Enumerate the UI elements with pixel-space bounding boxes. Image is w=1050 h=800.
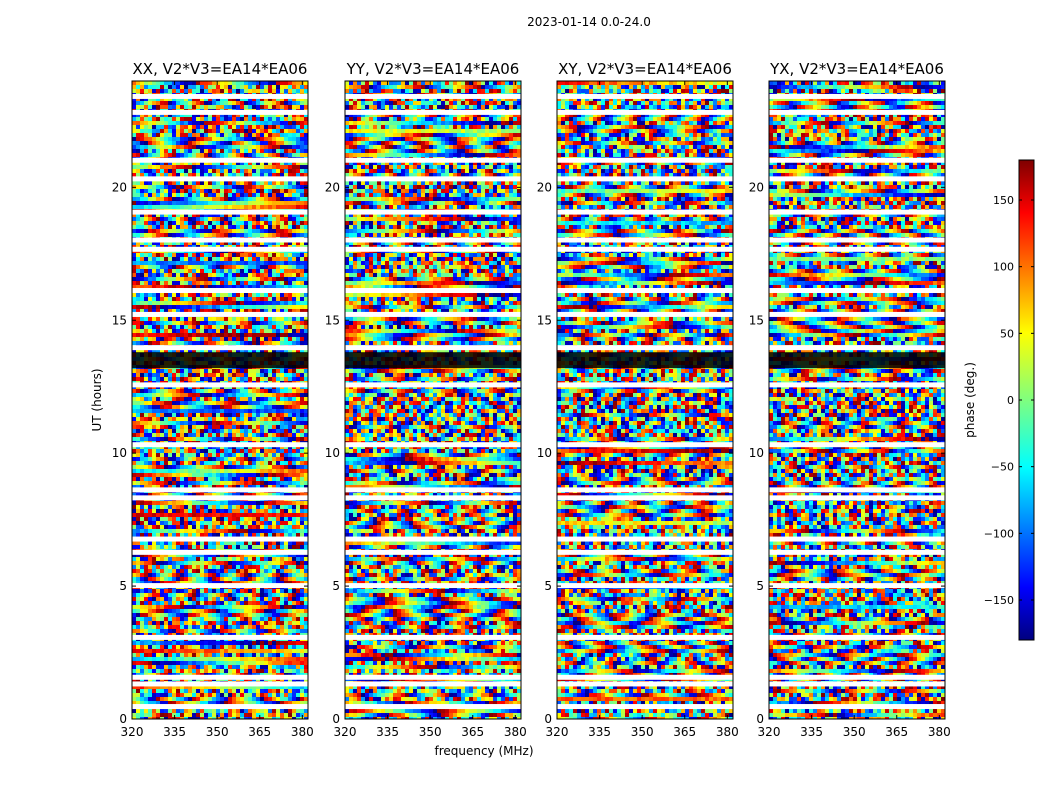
panel-title: XX, V2*V3=EA14*EA06	[133, 60, 308, 78]
x-tick-label: 320	[758, 725, 781, 739]
panel-title: YX, V2*V3=EA14*EA06	[769, 60, 944, 78]
phase-heatmap	[132, 81, 308, 719]
x-tick-label: 365	[885, 725, 908, 739]
x-tick-label: 335	[588, 725, 611, 739]
x-tick-label: 350	[631, 725, 654, 739]
x-tick-label: 380	[291, 725, 314, 739]
x-axis-label: frequency (MHz)	[434, 744, 533, 758]
y-tick-label: 0	[544, 712, 552, 726]
panel-title: XY, V2*V3=EA14*EA06	[558, 60, 732, 78]
x-tick-label: 320	[121, 725, 144, 739]
colorbar-tick-label: 50	[1000, 327, 1014, 340]
figure-title: 2023-01-14 0.0-24.0	[527, 15, 651, 29]
x-tick-label: 380	[716, 725, 739, 739]
y-axis-label: UT (hours)	[90, 368, 104, 431]
colorbar-label: phase (deg.)	[963, 362, 977, 438]
y-tick-label: 5	[544, 579, 552, 593]
y-tick-label: 5	[332, 579, 340, 593]
y-tick-label: 0	[119, 712, 127, 726]
panel-frame	[556, 80, 734, 720]
colorbar: phase (deg.) −150 −100 −50 0 50 100 150	[963, 159, 1035, 641]
y-tick-label: 15	[112, 313, 127, 327]
y-tick-label: 10	[749, 446, 764, 460]
y-tick-label: 20	[112, 180, 127, 194]
y-tick-label: 15	[325, 313, 340, 327]
panel-xx: XX, V2*V3=EA14*EA06 320 335 350 365 380 0 5 10 15…	[112, 60, 314, 739]
panel-yy: YY, V2*V3=EA14*EA06 320 335 350 365 380 0 5 10 15…	[325, 60, 527, 739]
panel-frame	[768, 80, 946, 720]
colorbar-tick-label: 150	[993, 194, 1014, 207]
y-tick-label: 0	[332, 712, 340, 726]
x-tick-label: 350	[419, 725, 442, 739]
x-tick-label: 350	[206, 725, 229, 739]
x-tick-label: 380	[504, 725, 527, 739]
phase-heatmap	[769, 81, 945, 719]
panel-xy: XY, V2*V3=EA14*EA06 320 335 350 365 380 0 5 10 15…	[537, 60, 739, 739]
y-tick-label: 15	[537, 313, 552, 327]
phase-heatmap	[345, 81, 521, 719]
x-tick-label: 335	[163, 725, 186, 739]
x-tick-label: 365	[673, 725, 696, 739]
y-tick-label: 0	[756, 712, 764, 726]
y-tick-label: 10	[112, 446, 127, 460]
phase-heatmap	[557, 81, 733, 719]
x-tick-label: 365	[248, 725, 271, 739]
y-tick-label: 15	[749, 313, 764, 327]
y-tick-label: 10	[325, 446, 340, 460]
panel-frame	[344, 80, 522, 720]
colorbar-tick-label: 100	[993, 261, 1014, 274]
colorbar-tick-label: −50	[991, 461, 1014, 474]
panel-yx: YX, V2*V3=EA14*EA06 320 335 350 365 380 0 5 10 15…	[749, 60, 951, 739]
y-tick-label: 5	[119, 579, 127, 593]
colorbar-tick-label: −150	[984, 594, 1014, 607]
colorbar-ticks: −150 −100 −50 0 50 100 150	[984, 194, 1034, 607]
x-tick-label: 350	[843, 725, 866, 739]
colorbar-tick-label: 0	[1007, 394, 1014, 407]
y-tick-label: 20	[325, 180, 340, 194]
y-tick-label: 10	[537, 446, 552, 460]
panel-title: YY, V2*V3=EA14*EA06	[346, 60, 520, 78]
y-tick-label: 5	[756, 579, 764, 593]
panels: XX, V2*V3=EA14*EA06 320 335 350 365 380 0 5 10 15…	[112, 60, 951, 739]
panel-frame	[131, 80, 309, 720]
x-tick-label: 320	[546, 725, 569, 739]
x-tick-label: 365	[461, 725, 484, 739]
x-tick-label: 320	[334, 725, 357, 739]
colorbar-tick-label: −100	[984, 527, 1014, 540]
x-tick-label: 380	[928, 725, 951, 739]
x-tick-label: 335	[800, 725, 823, 739]
y-tick-label: 20	[537, 180, 552, 194]
x-tick-label: 335	[376, 725, 399, 739]
y-tick-label: 20	[749, 180, 764, 194]
